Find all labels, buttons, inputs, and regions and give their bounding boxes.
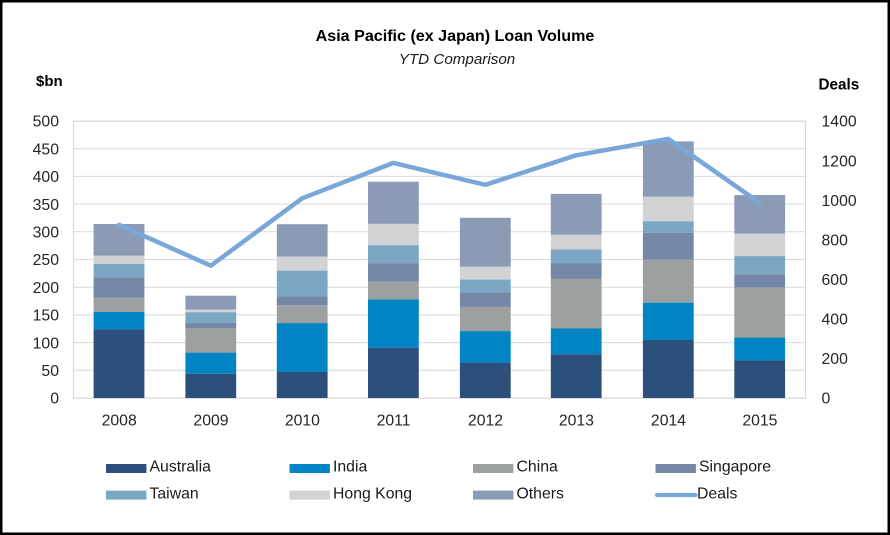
svg-text:2012: 2012 [468, 413, 503, 430]
svg-text:1000: 1000 [822, 193, 857, 210]
svg-text:2009: 2009 [193, 413, 228, 430]
svg-text:600: 600 [822, 272, 849, 289]
svg-text:Deals: Deals [819, 77, 860, 94]
svg-text:400: 400 [33, 169, 60, 186]
svg-text:1200: 1200 [822, 153, 857, 170]
svg-text:2013: 2013 [559, 413, 594, 430]
svg-text:300: 300 [33, 225, 60, 242]
svg-text:Asia Pacific (ex Japan) Loan V: Asia Pacific (ex Japan) Loan Volume [316, 27, 595, 45]
svg-text:350: 350 [33, 197, 60, 214]
svg-text:450: 450 [33, 141, 60, 158]
svg-text:India: India [333, 458, 367, 475]
svg-text:2010: 2010 [285, 413, 320, 430]
svg-text:Taiwan: Taiwan [150, 485, 199, 502]
svg-text:YTD Comparison: YTD Comparison [399, 51, 515, 68]
svg-text:500: 500 [33, 114, 60, 131]
svg-text:Deals: Deals [697, 485, 737, 502]
svg-text:Singapore: Singapore [699, 458, 771, 475]
svg-text:200: 200 [822, 351, 849, 368]
svg-text:150: 150 [33, 308, 60, 325]
svg-text:100: 100 [33, 335, 60, 352]
svg-text:2015: 2015 [742, 413, 777, 430]
svg-text:250: 250 [33, 252, 60, 269]
svg-text:Australia: Australia [150, 458, 212, 475]
svg-text:$bn: $bn [36, 73, 63, 90]
svg-text:2011: 2011 [377, 413, 411, 430]
svg-text:0: 0 [822, 391, 831, 408]
svg-text:2008: 2008 [102, 413, 137, 430]
svg-text:400: 400 [822, 312, 849, 329]
svg-text:800: 800 [822, 232, 849, 249]
svg-text:1400: 1400 [822, 114, 857, 131]
svg-text:China: China [517, 458, 558, 475]
svg-text:200: 200 [33, 280, 60, 297]
svg-text:0: 0 [50, 391, 59, 408]
svg-text:Others: Others [517, 485, 565, 502]
svg-text:50: 50 [41, 363, 59, 380]
svg-text:2014: 2014 [651, 413, 686, 430]
svg-text:Hong Kong: Hong Kong [333, 485, 412, 502]
